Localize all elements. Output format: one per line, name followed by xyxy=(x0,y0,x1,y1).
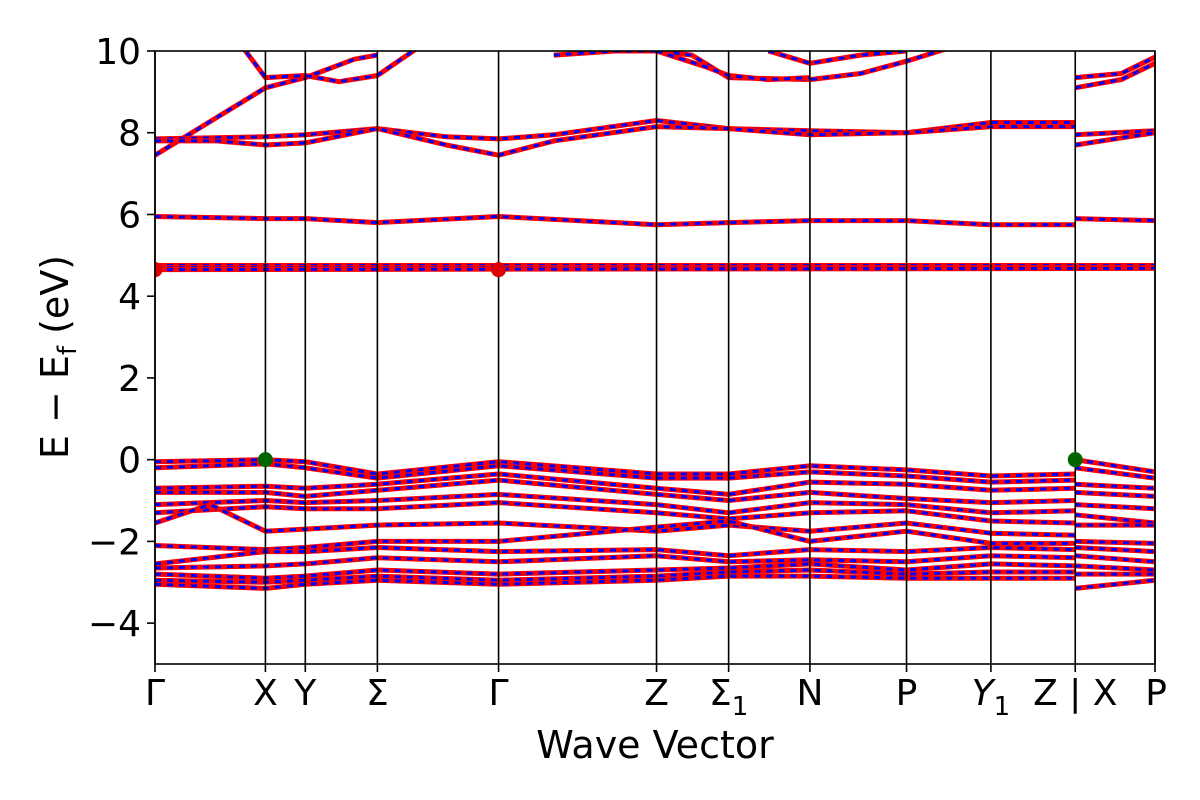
plot-frame xyxy=(154,50,1156,665)
band-c3c-spin-down xyxy=(1075,129,1155,137)
x-tick-label-0: Γ xyxy=(145,673,165,714)
y-axis-title-unit: (eV) xyxy=(33,255,77,346)
band-v3b-spin-down xyxy=(1075,482,1155,490)
band-c3d-spin-down xyxy=(1074,131,1155,147)
x-tick-label-main-9: Y xyxy=(972,673,997,714)
x-tick-label-main-4: Γ xyxy=(489,673,509,714)
band-v12-spin-down xyxy=(155,568,1076,584)
y-axis-title-sub: f xyxy=(53,345,83,355)
band-c2-spin-down xyxy=(155,214,1076,227)
x-tick-label-4: Γ xyxy=(489,673,509,714)
band-v2b-spin-down xyxy=(1075,466,1155,480)
band-v3-spin-down xyxy=(155,472,1076,496)
y-tick-label-4: 4 xyxy=(118,277,141,318)
band-c4d-spin-down xyxy=(1075,55,1155,80)
band-c4c-spin-up xyxy=(767,51,907,66)
band-v8b-spin-down xyxy=(1075,539,1155,545)
band-c4e-spin-down xyxy=(1074,61,1155,90)
band-c1c-spin-down xyxy=(155,266,1155,272)
x-tick-label-main-1: X xyxy=(253,673,278,714)
vbm-marker-0 xyxy=(257,452,273,468)
cbm-marker-3 xyxy=(491,262,507,278)
x-tick-label-10: Z | X xyxy=(1033,673,1117,714)
band-v5b-spin-down xyxy=(1075,503,1155,511)
cbm-marker-2 xyxy=(155,262,163,278)
band-v1b-spin-down xyxy=(1074,458,1155,474)
x-tick-label-main-11: P xyxy=(1145,673,1167,714)
y-tick-label-3: 2 xyxy=(118,359,141,400)
y-tick-label-2: 0 xyxy=(118,441,141,482)
y-axis-ticks: −4 −2 0 2 4 6 8 10 xyxy=(88,32,155,645)
x-tick-label-main-8: P xyxy=(896,673,918,714)
x-tick-label-main-10: Z | X xyxy=(1033,673,1117,714)
x-tick-label-sub-6: 1 xyxy=(732,692,749,722)
x-tick-label-main-3: Σ xyxy=(366,673,389,714)
x-tick-label-main-6: Σ xyxy=(709,673,732,714)
x-tick-label-main-2: Y xyxy=(293,673,317,714)
band-v7-spin-down xyxy=(155,502,1076,537)
band-c3b-spin-up xyxy=(155,124,1076,158)
x-tick-label-1: X xyxy=(253,673,278,714)
x-tick-label-8: P xyxy=(896,673,918,714)
vbm-marker-1 xyxy=(1067,452,1083,468)
band-v2-spin-down xyxy=(155,462,1076,484)
band-v9b-spin-down xyxy=(1075,546,1155,554)
band-v6-spin-down xyxy=(155,501,1076,525)
band-c2b-spin-down xyxy=(1075,217,1155,223)
x-tick-label-main-0: Γ xyxy=(145,673,165,714)
band-v11-spin-down xyxy=(155,562,1076,580)
x-tick-label-main-5: Z xyxy=(644,673,669,714)
x-tick-label-3: Σ xyxy=(366,673,389,714)
y-tick-label-7: 10 xyxy=(95,32,141,73)
band-c6-spin-down xyxy=(243,51,416,84)
x-tick-label-9: Y1 xyxy=(972,673,1011,722)
x-tick-label-main-7: N xyxy=(796,673,823,714)
x-tick-label-7: N xyxy=(796,673,823,714)
x-tick-label-5: Z xyxy=(644,673,669,714)
band-v11b-spin-down xyxy=(1075,564,1155,572)
x-axis-title: Wave Vector xyxy=(536,723,774,767)
band-v13b-spin-down xyxy=(1075,578,1155,590)
band-lines xyxy=(155,51,1155,591)
extrema-markers xyxy=(155,262,1083,468)
x-tick-label-2: Y xyxy=(293,673,317,714)
band-v4b-spin-down xyxy=(1075,490,1155,498)
y-tick-label-0: −4 xyxy=(88,604,141,645)
band-v5-spin-down xyxy=(155,492,1076,515)
band-v9-spin-down xyxy=(155,545,1076,566)
band-v8-spin-down xyxy=(155,519,1076,552)
band-v6b-spin-down xyxy=(1075,513,1155,525)
x-tick-label-11: P xyxy=(1145,673,1167,714)
y-tick-label-6: 8 xyxy=(118,114,141,155)
band-v13-spin-down xyxy=(155,574,1076,590)
y-tick-label-1: −2 xyxy=(88,522,141,563)
band-v10b-spin-down xyxy=(1075,554,1155,564)
band-c3b-spin-down xyxy=(155,125,1076,157)
band-v4-spin-down xyxy=(155,478,1076,505)
band-c3a-spin-down xyxy=(155,118,1076,141)
y-axis-title-main: E − E xyxy=(33,355,77,459)
y-tick-label-5: 6 xyxy=(118,195,141,236)
band-v10-spin-down xyxy=(155,554,1076,570)
band-v1-spin-down xyxy=(155,458,1076,478)
x-tick-label-6: Σ1 xyxy=(709,673,748,722)
y-axis-title: E − Ef (eV) xyxy=(33,255,83,459)
x-tick-label-sub-9: 1 xyxy=(994,692,1011,722)
